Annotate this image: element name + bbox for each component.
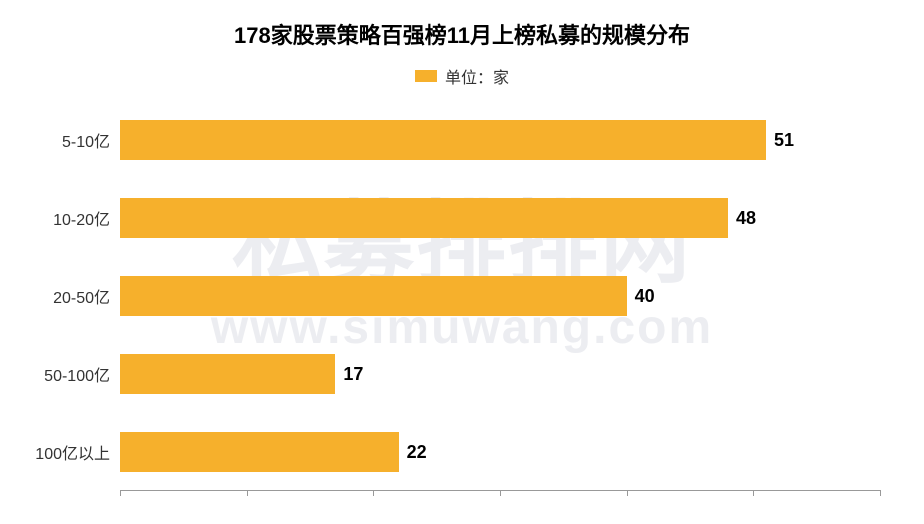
value-label: 48	[736, 208, 756, 229]
legend: 单位：家	[0, 64, 924, 88]
category-label: 5-10亿	[62, 128, 110, 152]
x-tick	[120, 490, 121, 496]
value-label: 17	[343, 364, 363, 385]
legend-swatch	[415, 70, 437, 82]
category-label: 100亿以上	[35, 440, 110, 464]
bar	[120, 276, 627, 316]
x-axis	[120, 490, 880, 491]
chart-title: 178家股票策略百强榜11月上榜私募的规模分布	[0, 0, 924, 50]
value-label: 40	[635, 286, 655, 307]
bar	[120, 354, 335, 394]
category-label: 10-20亿	[53, 206, 110, 230]
x-tick	[627, 490, 628, 496]
value-label: 22	[407, 442, 427, 463]
legend-label: 单位：家	[445, 64, 509, 88]
x-tick	[880, 490, 881, 496]
x-tick	[373, 490, 374, 496]
plot-area: 5-10亿51 10-20亿48 20-50亿40 50-100亿17 100亿以上22	[120, 110, 880, 500]
category-label: 20-50亿	[53, 284, 110, 308]
bar	[120, 198, 728, 238]
bar	[120, 432, 399, 472]
bar-row: 50-100亿17	[120, 354, 880, 394]
bar	[120, 120, 766, 160]
bar-row: 100亿以上22	[120, 432, 880, 472]
chart-container: 178家股票策略百强榜11月上榜私募的规模分布 单位：家 私募排排网 www.s…	[0, 0, 924, 524]
category-label: 50-100亿	[44, 362, 110, 386]
bar-row: 5-10亿51	[120, 120, 880, 160]
x-tick	[500, 490, 501, 496]
x-tick	[753, 490, 754, 496]
bar-row: 10-20亿48	[120, 198, 880, 238]
bar-row: 20-50亿40	[120, 276, 880, 316]
x-tick	[247, 490, 248, 496]
value-label: 51	[774, 130, 794, 151]
